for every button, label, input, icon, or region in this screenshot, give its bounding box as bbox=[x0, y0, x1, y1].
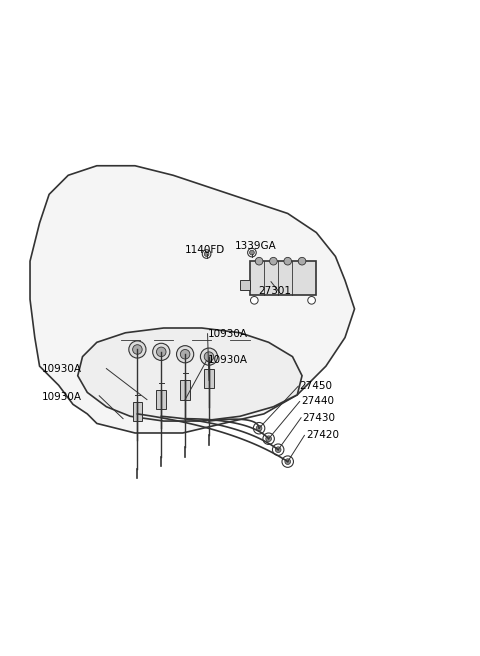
Polygon shape bbox=[78, 328, 302, 421]
Text: 27440: 27440 bbox=[301, 396, 334, 407]
Bar bbox=[156, 390, 166, 409]
Text: 10930A: 10930A bbox=[42, 363, 82, 373]
Text: 10930A: 10930A bbox=[207, 329, 248, 338]
Text: 27301: 27301 bbox=[258, 286, 291, 296]
Circle shape bbox=[248, 249, 256, 257]
Circle shape bbox=[129, 341, 146, 358]
Circle shape bbox=[180, 350, 190, 359]
Circle shape bbox=[177, 346, 194, 363]
Text: 1339GA: 1339GA bbox=[235, 241, 277, 251]
Circle shape bbox=[263, 433, 275, 445]
Circle shape bbox=[298, 257, 306, 265]
Bar bbox=[204, 369, 214, 388]
Circle shape bbox=[204, 252, 209, 256]
Bar bbox=[132, 402, 142, 421]
Text: 27450: 27450 bbox=[300, 381, 333, 391]
Circle shape bbox=[266, 436, 272, 441]
Circle shape bbox=[250, 250, 254, 255]
Bar bbox=[240, 280, 250, 290]
Circle shape bbox=[308, 297, 315, 304]
Circle shape bbox=[256, 425, 262, 431]
Circle shape bbox=[204, 352, 214, 361]
Bar bbox=[250, 261, 316, 295]
Circle shape bbox=[200, 348, 217, 365]
Text: 27430: 27430 bbox=[302, 413, 336, 422]
Text: 10930A: 10930A bbox=[42, 392, 82, 402]
Circle shape bbox=[284, 257, 291, 265]
Circle shape bbox=[156, 347, 166, 357]
Circle shape bbox=[285, 459, 290, 464]
Circle shape bbox=[202, 250, 211, 258]
Circle shape bbox=[273, 444, 284, 455]
Circle shape bbox=[132, 344, 142, 354]
Circle shape bbox=[255, 257, 263, 265]
Text: 27420: 27420 bbox=[306, 430, 339, 440]
Text: 10930A: 10930A bbox=[207, 356, 248, 365]
Circle shape bbox=[276, 447, 281, 453]
Circle shape bbox=[270, 257, 277, 265]
Polygon shape bbox=[30, 166, 355, 433]
Circle shape bbox=[251, 297, 258, 304]
Circle shape bbox=[153, 343, 170, 360]
Bar bbox=[180, 380, 190, 400]
Circle shape bbox=[282, 456, 293, 467]
Circle shape bbox=[253, 422, 265, 434]
Text: 1140FD: 1140FD bbox=[185, 245, 226, 255]
